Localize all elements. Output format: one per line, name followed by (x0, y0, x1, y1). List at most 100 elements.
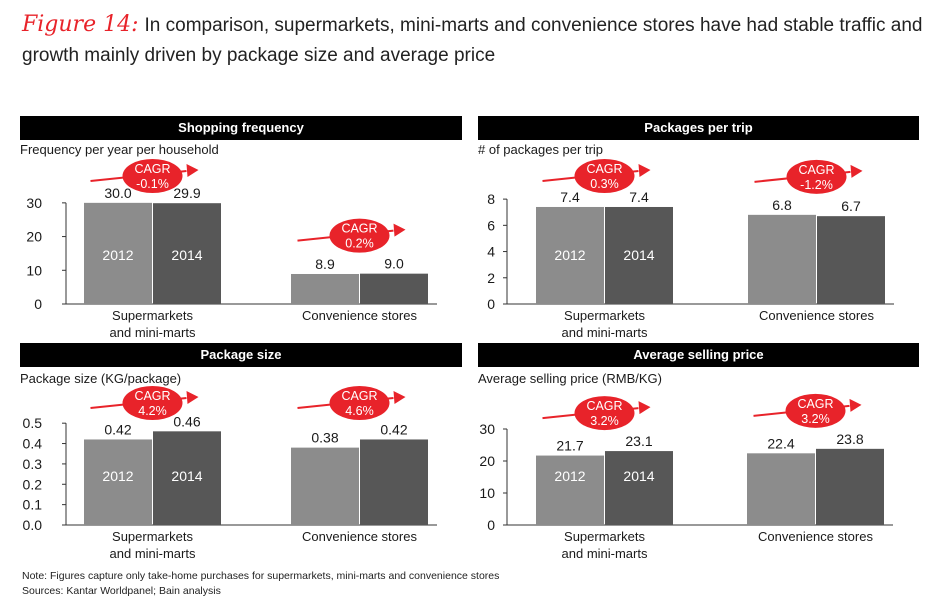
data-label: 22.4 (767, 435, 794, 451)
figure-title-text: In comparison, supermarkets, mini-marts … (22, 15, 923, 66)
data-label: 21.7 (556, 438, 583, 454)
bar-chart: 0 2 4 6 8 7.4 2012 7.4 2014 Supermarkets and mini-… (487, 159, 894, 340)
cagr-arrow-head (186, 391, 199, 404)
cagr-word: CAGR (134, 389, 170, 403)
cagr-value: -0.1% (136, 177, 169, 191)
category-label: Convenience stores (302, 529, 417, 544)
cagr-arrow-head (393, 391, 406, 404)
data-label: 7.4 (560, 189, 580, 205)
cagr-value: 0.2% (345, 237, 374, 251)
cagr-word: CAGR (341, 389, 377, 403)
bar-2012 (536, 206, 604, 304)
bar-2012 (747, 453, 815, 525)
series-label-2012: 2012 (554, 468, 585, 484)
cagr-value: -1.2% (800, 178, 833, 192)
chart-panel-package-size: Package size Package size (KG/package) 0… (20, 343, 462, 565)
y-tick-label: 10 (26, 262, 42, 278)
cagr-ellipse (574, 159, 635, 193)
series-label-2012: 2012 (102, 247, 133, 263)
note-text: Note: Figures capture only take-home pur… (22, 570, 500, 582)
cagr-value: 3.2% (801, 412, 830, 426)
cagr-word: CAGR (798, 163, 834, 177)
y-axis-label: Average selling price (RMB/KG) (478, 371, 662, 386)
y-tick-label: 6 (487, 217, 495, 233)
bar-2014 (360, 439, 428, 525)
cagr-arrow-head (393, 223, 406, 237)
panel-header: Packages per trip (478, 116, 919, 140)
panel-header: Shopping frequency (20, 116, 462, 140)
data-label: 9.0 (384, 256, 404, 272)
cagr-word: CAGR (797, 397, 833, 411)
bar-2014 (153, 203, 221, 304)
y-tick-label: 0.0 (23, 517, 43, 533)
series-label-2014: 2014 (623, 247, 654, 263)
series-label-2012: 2012 (102, 468, 133, 484)
category-label: Supermarkets (564, 308, 645, 323)
category-label: and mini-marts (562, 325, 648, 340)
cagr-ellipse (329, 218, 390, 253)
y-axis-label: # of packages per trip (478, 142, 604, 157)
cagr-value: 3.2% (590, 414, 619, 428)
bar-2014 (816, 448, 884, 525)
category-label: Supermarkets (564, 529, 645, 544)
y-tick-label: 10 (479, 485, 495, 501)
y-tick-label: 20 (479, 453, 495, 469)
data-label: 8.9 (315, 256, 335, 272)
bar-2012 (748, 214, 816, 304)
category-label: Supermarkets (112, 529, 193, 544)
bar-chart: 0 10 20 30 21.7 2012 23.1 2014 Supermarkets and m… (479, 393, 893, 561)
cagr-value: 0.3% (590, 177, 619, 191)
series-label-2012: 2012 (554, 247, 585, 263)
bar-2012 (291, 447, 359, 525)
y-tick-label: 0.3 (23, 456, 43, 472)
cagr-ellipse (574, 396, 635, 431)
category-label: and mini-marts (562, 546, 648, 561)
cagr-ellipse (122, 159, 183, 193)
data-label: 30.0 (104, 185, 131, 201)
cagr-arrow-head (638, 164, 651, 177)
data-label: 6.7 (841, 198, 861, 214)
cagr-ellipse (785, 393, 846, 428)
data-label: 6.8 (772, 197, 792, 213)
chart-panel-packages-per-trip: Packages per trip # of packages per trip… (478, 116, 919, 340)
bar-2014 (605, 451, 673, 525)
y-tick-label: 8 (487, 191, 495, 207)
category-label: Convenience stores (759, 308, 874, 323)
cagr-badge: CAGR-0.1% (90, 159, 199, 193)
chart-panel-shopping-frequency: Shopping frequency Frequency per year pe… (20, 116, 462, 340)
cagr-word: CAGR (586, 162, 622, 176)
y-tick-label: 0.5 (23, 415, 43, 431)
bar-chart: 0.0 0.1 0.2 0.3 0.4 0.5 0.42 2012 0.46 2014 Superm… (23, 386, 437, 561)
cagr-word: CAGR (134, 162, 170, 176)
y-tick-label: 0.4 (23, 436, 43, 452)
cagr-value: 4.6% (345, 404, 374, 418)
y-axis-label: Package size (KG/package) (20, 371, 182, 386)
sources-text: Sources: Kantar Worldpanel; Bain analysi… (22, 585, 221, 597)
y-tick-label: 0.2 (23, 476, 43, 492)
bar-2012 (536, 455, 604, 525)
category-label: and mini-marts (110, 546, 196, 561)
series-label-2014: 2014 (171, 468, 202, 484)
cagr-ellipse (786, 159, 847, 194)
y-tick-label: 30 (479, 421, 495, 437)
y-tick-label: 0 (487, 296, 495, 312)
y-tick-label: 0 (487, 517, 495, 533)
bar-2012 (291, 273, 359, 304)
bar-2014 (817, 216, 885, 304)
category-label: Convenience stores (758, 529, 873, 544)
cagr-value: 4.2% (138, 404, 167, 418)
series-label-2014: 2014 (623, 468, 654, 484)
data-label: 0.38 (311, 430, 338, 446)
category-label: Convenience stores (302, 308, 417, 323)
cagr-word: CAGR (586, 399, 622, 413)
y-tick-label: 0.1 (23, 497, 43, 513)
category-label: Supermarkets (112, 308, 193, 323)
panel-header: Package size (20, 343, 462, 367)
chart-panel-average-selling-price: Average selling price Average selling pr… (478, 343, 919, 565)
